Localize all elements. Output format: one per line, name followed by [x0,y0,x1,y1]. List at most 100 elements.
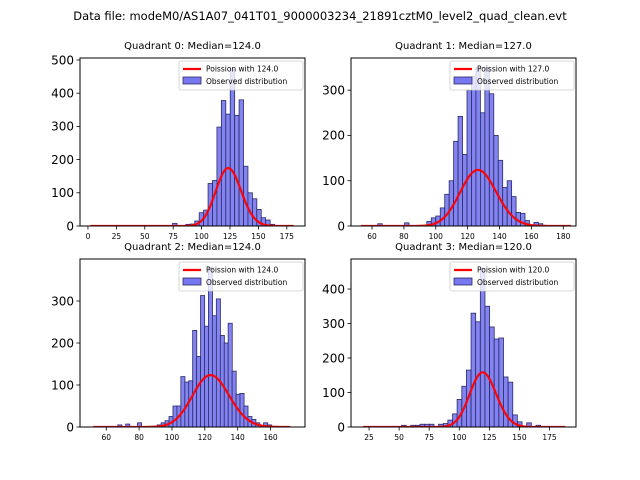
x-tick-label: 50 [140,232,150,241]
x-tick-label: 60 [367,232,377,241]
x-tick-label: 120 [460,232,475,241]
y-tick-label: 100 [51,378,74,392]
legend: Poission with 124.0 Observed distribution [178,261,304,292]
y-tick-label: 100 [322,386,345,400]
legend-label-fit: Poission with 124.0 [206,65,279,74]
legend-bar-swatch [182,277,202,286]
poisson-fit-line [90,167,294,226]
legend: Poission with 124.0 Observed distribution [178,60,304,91]
x-tick-label: 160 [524,232,539,241]
x-tick-label: 180 [556,232,571,241]
histogram-bar [200,295,206,427]
histogram-bar [493,135,499,226]
x-tick-label: 175 [542,433,557,442]
y-tick-label: 300 [322,83,345,97]
y-tick-label: 0 [66,219,74,233]
y-tick-label: 300 [51,294,74,308]
x-tick-label: 140 [492,232,507,241]
histogram-bar [506,180,513,226]
histogram-bar [484,305,490,427]
x-tick-label: 50 [394,433,404,442]
legend-bar-swatch [453,277,473,286]
x-tick-label: 25 [112,232,122,241]
x-tick-label: 140 [231,433,246,442]
histogram-bar [466,89,472,226]
panels: Quadrant 0: Median=124.0 0 25 50 75 100 125 150… [51,41,577,442]
x-tick-label: 160 [263,433,278,442]
x-tick-label: 80 [134,433,144,442]
y-tick-label: 300 [322,317,345,331]
histogram-bar [479,112,486,226]
y-tick-label: 0 [337,420,345,434]
histogram-bar [475,67,481,226]
x-tick-label: 150 [251,232,266,241]
histogram-bar [172,405,178,427]
histogram-bar [188,380,194,427]
y-tick-label: 200 [51,153,74,167]
y-tick-label: 100 [322,174,345,188]
histogram-bar [265,219,271,226]
histogram-bar [488,93,495,226]
x-tick-label: 75 [424,433,434,442]
y-tick-label: 400 [51,86,74,100]
histogram-bar [498,337,504,427]
axes-frame [350,57,577,227]
panel-title: Quadrant 2: Median=124.0 [124,242,261,253]
y-tick-label: 200 [51,336,74,350]
x-tick-label: 0 [86,232,91,241]
histogram-bar [489,326,495,427]
y-tick-label: 200 [322,129,345,143]
x-tick-label: 125 [223,232,238,241]
figure-suptitle: Data file: modeM0/AS1A07_041T01_90000032… [73,9,567,23]
x-tick-label: 100 [429,232,444,241]
x-tick-label: 100 [194,232,209,241]
panel-quadrant-0: Quadrant 0: Median=124.0 0 25 50 75 100 125 150… [51,41,306,241]
histogram-bar [196,356,202,427]
histogram-bar [220,100,227,226]
panel-title: Quadrant 3: Median=120.0 [395,242,532,253]
panel-title: Quadrant 0: Median=124.0 [124,41,261,52]
histogram-bar [484,67,490,226]
x-tick-label: 60 [102,433,112,442]
histogram-bar [470,312,477,427]
x-tick-label: 175 [280,232,295,241]
x-tick-label: 100 [452,433,467,442]
histogram-bar [227,322,233,427]
y-tick-label: 500 [51,53,74,67]
histogram-bar [404,222,410,226]
histogram-bar [448,180,455,226]
histogram-bar [462,154,468,226]
histogram-bar [457,116,463,226]
legend-box [449,60,575,91]
histogram-bar [234,115,240,226]
y-tick-label: 0 [337,219,345,233]
poisson-fit-line [93,374,291,427]
legend-box [178,60,304,91]
x-tick-label: 25 [364,433,374,442]
legend-label-fit: Poission with 127.0 [477,65,550,74]
legend-bar-swatch [182,76,202,85]
panel-quadrant-2: Quadrant 2: Median=124.0 60 80 100 120 140 160… [51,242,306,442]
x-tick-label: 80 [399,232,409,241]
panel-quadrant-3: Quadrant 3: Median=120.0 25 50 75 100 125 150 1… [322,242,577,442]
y-tick-label: 300 [51,120,74,134]
x-tick-label: 75 [168,232,178,241]
histogram-bar [471,76,477,226]
histogram-bar [192,329,198,427]
axes-frame [350,258,577,428]
histogram-bar [511,196,517,226]
y-tick-label: 0 [66,420,74,434]
histogram-bar [497,159,504,226]
histogram-bar [211,315,217,427]
x-tick-label: 125 [482,433,497,442]
axes-frame [79,57,306,227]
legend-bar-swatch [453,76,473,85]
legend-label-fit: Poission with 124.0 [206,266,279,275]
histogram-bar [520,212,526,226]
x-tick-label: 100 [165,433,180,442]
legend-box [178,261,304,292]
histogram-bar [215,298,221,427]
legend: Poission with 120.0 Observed distribution [449,261,575,292]
legend-label-observed: Observed distribution [206,278,287,287]
histogram-bar [479,267,486,427]
